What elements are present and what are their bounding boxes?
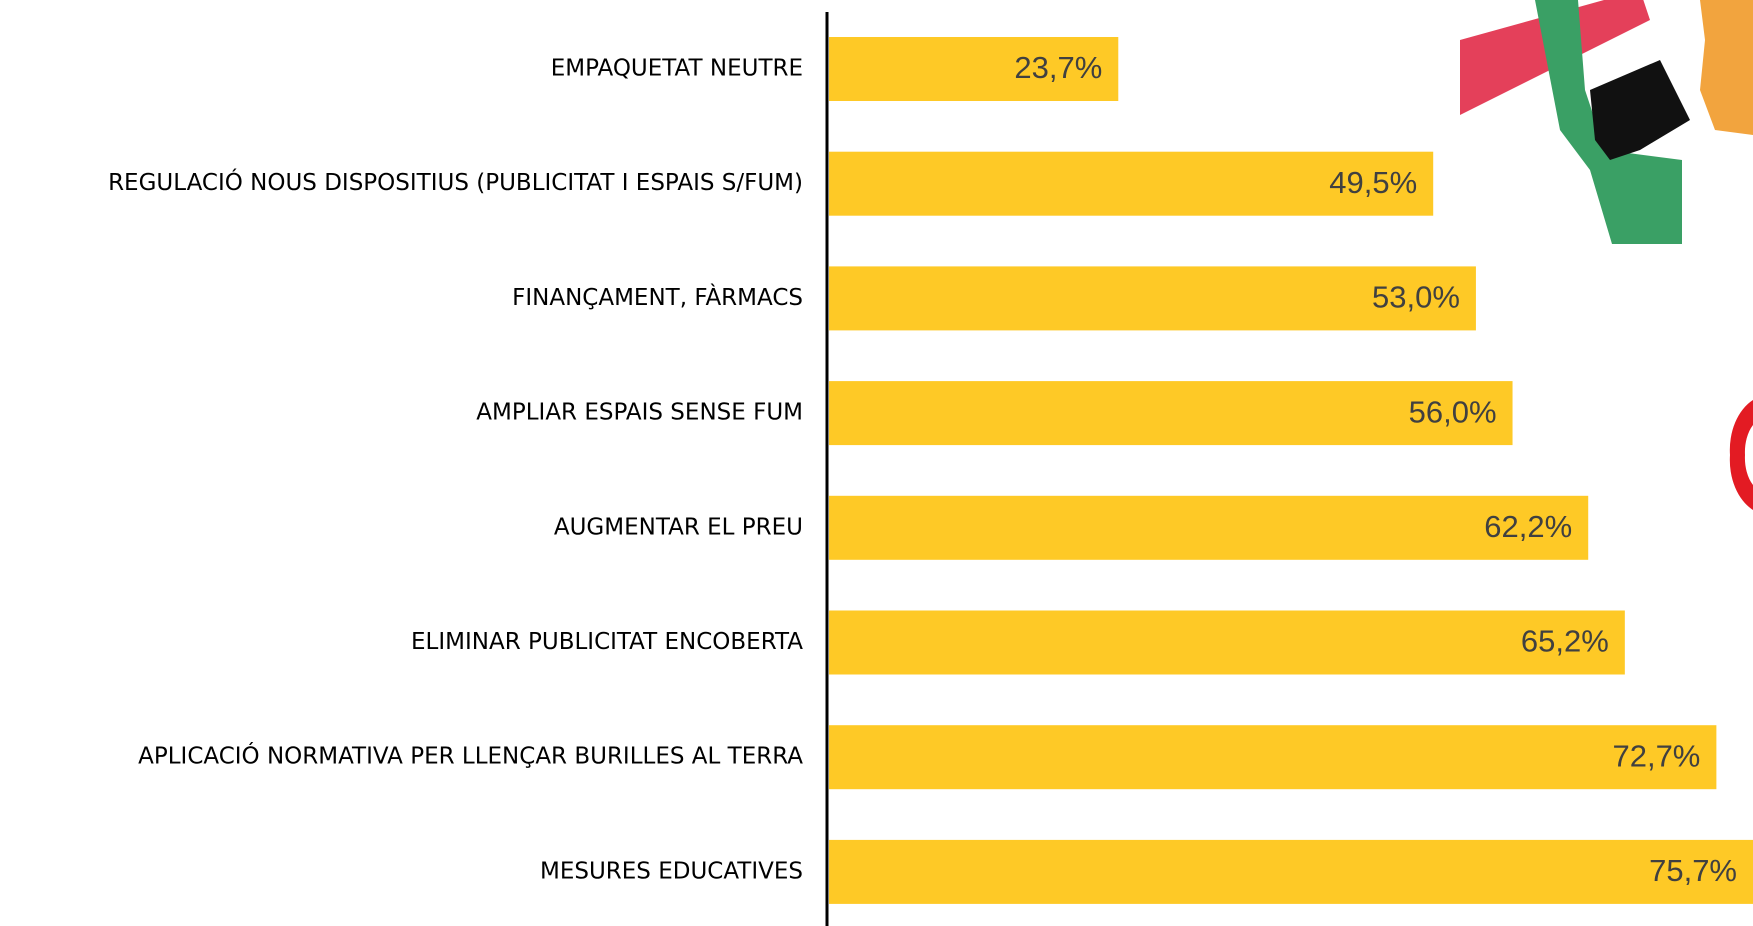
bar [829,37,1119,101]
value-label: 49,5% [1329,165,1417,200]
category-label: REGULACIÓ NOUS DISPOSITIUS (PUBLICITAT I… [108,168,803,196]
value-label: 62,2% [1484,509,1572,544]
category-label: APLICACIÓ NORMATIVA PER LLENÇAR BURILLES… [138,742,803,770]
category-label: AMPLIAR ESPAIS SENSE FUM [476,400,803,426]
value-label: 56,0% [1409,394,1497,429]
value-label: 53,0% [1372,280,1460,315]
category-label: FINANÇAMENT, FÀRMACS [512,283,803,311]
bar [829,151,1434,216]
value-label: 23,7% [1014,50,1102,85]
value-label: 65,2% [1521,624,1609,659]
bar [829,495,1589,560]
bar [829,725,1717,790]
category-label: MESURES EDUCATIVES [540,858,803,884]
decoration [1460,0,1753,510]
value-label: 75,7% [1649,853,1737,888]
bar [829,266,1476,331]
bar [829,839,1753,904]
bar [829,610,1625,675]
bar [829,381,1513,446]
category-label: AUGMENTAR EL PREU [554,514,803,540]
category-label: ELIMINAR PUBLICITAT ENCOBERTA [411,629,803,655]
category-label: EMPAQUETAT NEUTRE [551,56,803,82]
value-label: 72,7% [1612,738,1700,773]
